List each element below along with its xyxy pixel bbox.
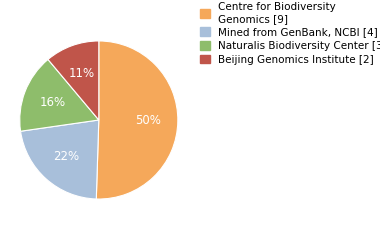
Wedge shape — [21, 120, 99, 199]
Text: 50%: 50% — [135, 114, 161, 127]
Text: 22%: 22% — [53, 150, 79, 163]
Wedge shape — [96, 41, 178, 199]
Wedge shape — [20, 60, 99, 131]
Text: 11%: 11% — [69, 67, 95, 80]
Wedge shape — [48, 41, 99, 120]
Legend: Centre for Biodiversity
Genomics [9], Mined from GenBank, NCBI [4], Naturalis Bi: Centre for Biodiversity Genomics [9], Mi… — [198, 0, 380, 67]
Text: 16%: 16% — [40, 96, 66, 109]
